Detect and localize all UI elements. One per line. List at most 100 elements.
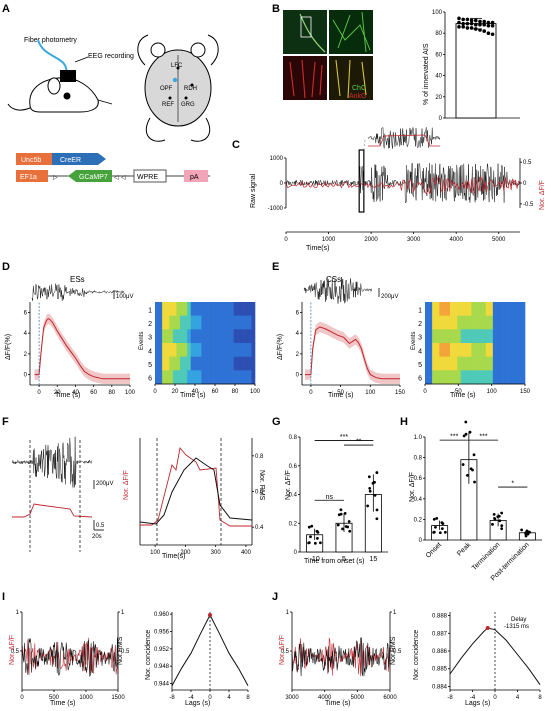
d-cell [247,356,252,371]
panel-label-e: E [272,261,279,273]
d-cell [251,329,256,344]
e-cell [435,356,440,371]
g-point [368,489,372,493]
c-xlabel: Time(s) [306,245,329,252]
d-y-tick-label: 4 [24,331,28,337]
b-point [465,21,470,26]
d-cell [219,315,224,330]
j-tyl-tick-label: 1 [286,610,290,616]
h-point [500,527,504,531]
d-cell [222,356,227,371]
wpre-label: WPRE [137,174,158,181]
j-trace-ylabel-left: Nor. ΔF/F [279,635,286,665]
e-cell [471,343,476,357]
d-cell [237,329,242,344]
c-x-tick-label: 1000 [322,237,336,243]
d-cell [226,315,231,330]
c-inset-df [368,134,440,147]
j-ylabel: Nor. concidence [413,630,420,680]
g-y-tick-label: 0.8 [289,435,298,441]
panel-label-f: F [2,416,9,428]
e-cell [500,302,504,316]
d-cell [169,315,174,330]
f-overlay-chart: 100 200 300 400 0.4 0.6 0.8 [139,438,264,556]
g-point [347,520,351,523]
e-cell [453,370,458,385]
e-cell [439,329,444,344]
f-eeg-path [11,436,93,488]
e-x-tick-label: 50 [337,390,344,396]
h-point [432,517,436,521]
h-point [434,525,437,529]
i-x-tick-label: 0 [208,695,212,701]
e-cell [475,370,479,385]
d-cell [162,329,167,344]
e-cell [432,315,437,330]
e-heat-ylabel: Events [411,332,417,350]
raw-signal-trace: -1000 0 1000 -0.5 0 0.5 0 1000 2000 3000 4000 5000 [268,127,534,243]
c-yr-tick-label: 0.5 [523,160,532,166]
e-cell [478,343,483,357]
e-cell [503,356,508,371]
i-y-tick-label: 0.960 [154,612,170,618]
e-cell [521,343,526,357]
e-cell [500,315,504,330]
d-cell [169,329,174,344]
b-point [486,31,491,35]
d-cell [215,315,220,330]
e-cell [521,370,526,385]
d-cell [230,302,234,316]
d-cell [247,370,252,385]
e-cell [453,343,458,357]
d-title: ESs [70,275,85,284]
e-cell [510,329,515,344]
d-cell [187,343,192,357]
e-cell [464,329,469,344]
h-point [464,432,468,436]
panel-label-i: I [2,591,5,603]
e-cell [489,315,494,330]
h-point [527,530,531,534]
h-point [500,511,504,515]
d-cell [247,315,252,330]
i-ylabel: Nor. concidence [145,630,152,680]
d-cell [222,370,227,385]
e-cell [435,329,440,344]
e-cell [489,370,494,385]
e-cell [442,329,447,344]
d-cell [212,370,217,385]
e-cell [478,370,483,385]
e-cell [507,329,512,344]
e-cell [450,356,454,371]
micrograph-chc [329,10,373,54]
e-cell [496,356,501,371]
g-point [341,527,344,531]
f-overlay-rms [139,457,253,525]
e-heat-ytick: 6 [418,376,422,383]
e-cell [503,302,508,316]
d-xlabel: Time (s) [55,392,80,399]
i-df-path [21,637,119,676]
e-cell [475,302,479,316]
c-yr-tick-label: -0.5 [523,202,534,208]
j-xlabel: Lags (s) [465,700,490,707]
d-cell [190,356,195,371]
e-cell [453,329,458,344]
d-x-tick-label: 20 [54,390,61,396]
d-cell [183,302,188,316]
b-point [469,18,474,23]
g-y-tick-label: 0.4 [289,493,298,499]
e-cell [510,370,515,385]
d-cell [208,343,213,357]
b-y-tick-label: 20 [435,95,442,101]
i-x-tick-label: 4 [227,695,231,701]
e-cell [464,356,469,371]
e-heat-xlabel: Time (s) [450,392,475,399]
b-point [474,22,478,27]
e-cell [496,315,501,330]
d-cell [197,370,202,385]
e-cell [496,370,501,385]
b-y-tick-label: 100 [432,10,443,16]
d-cell [176,370,181,385]
